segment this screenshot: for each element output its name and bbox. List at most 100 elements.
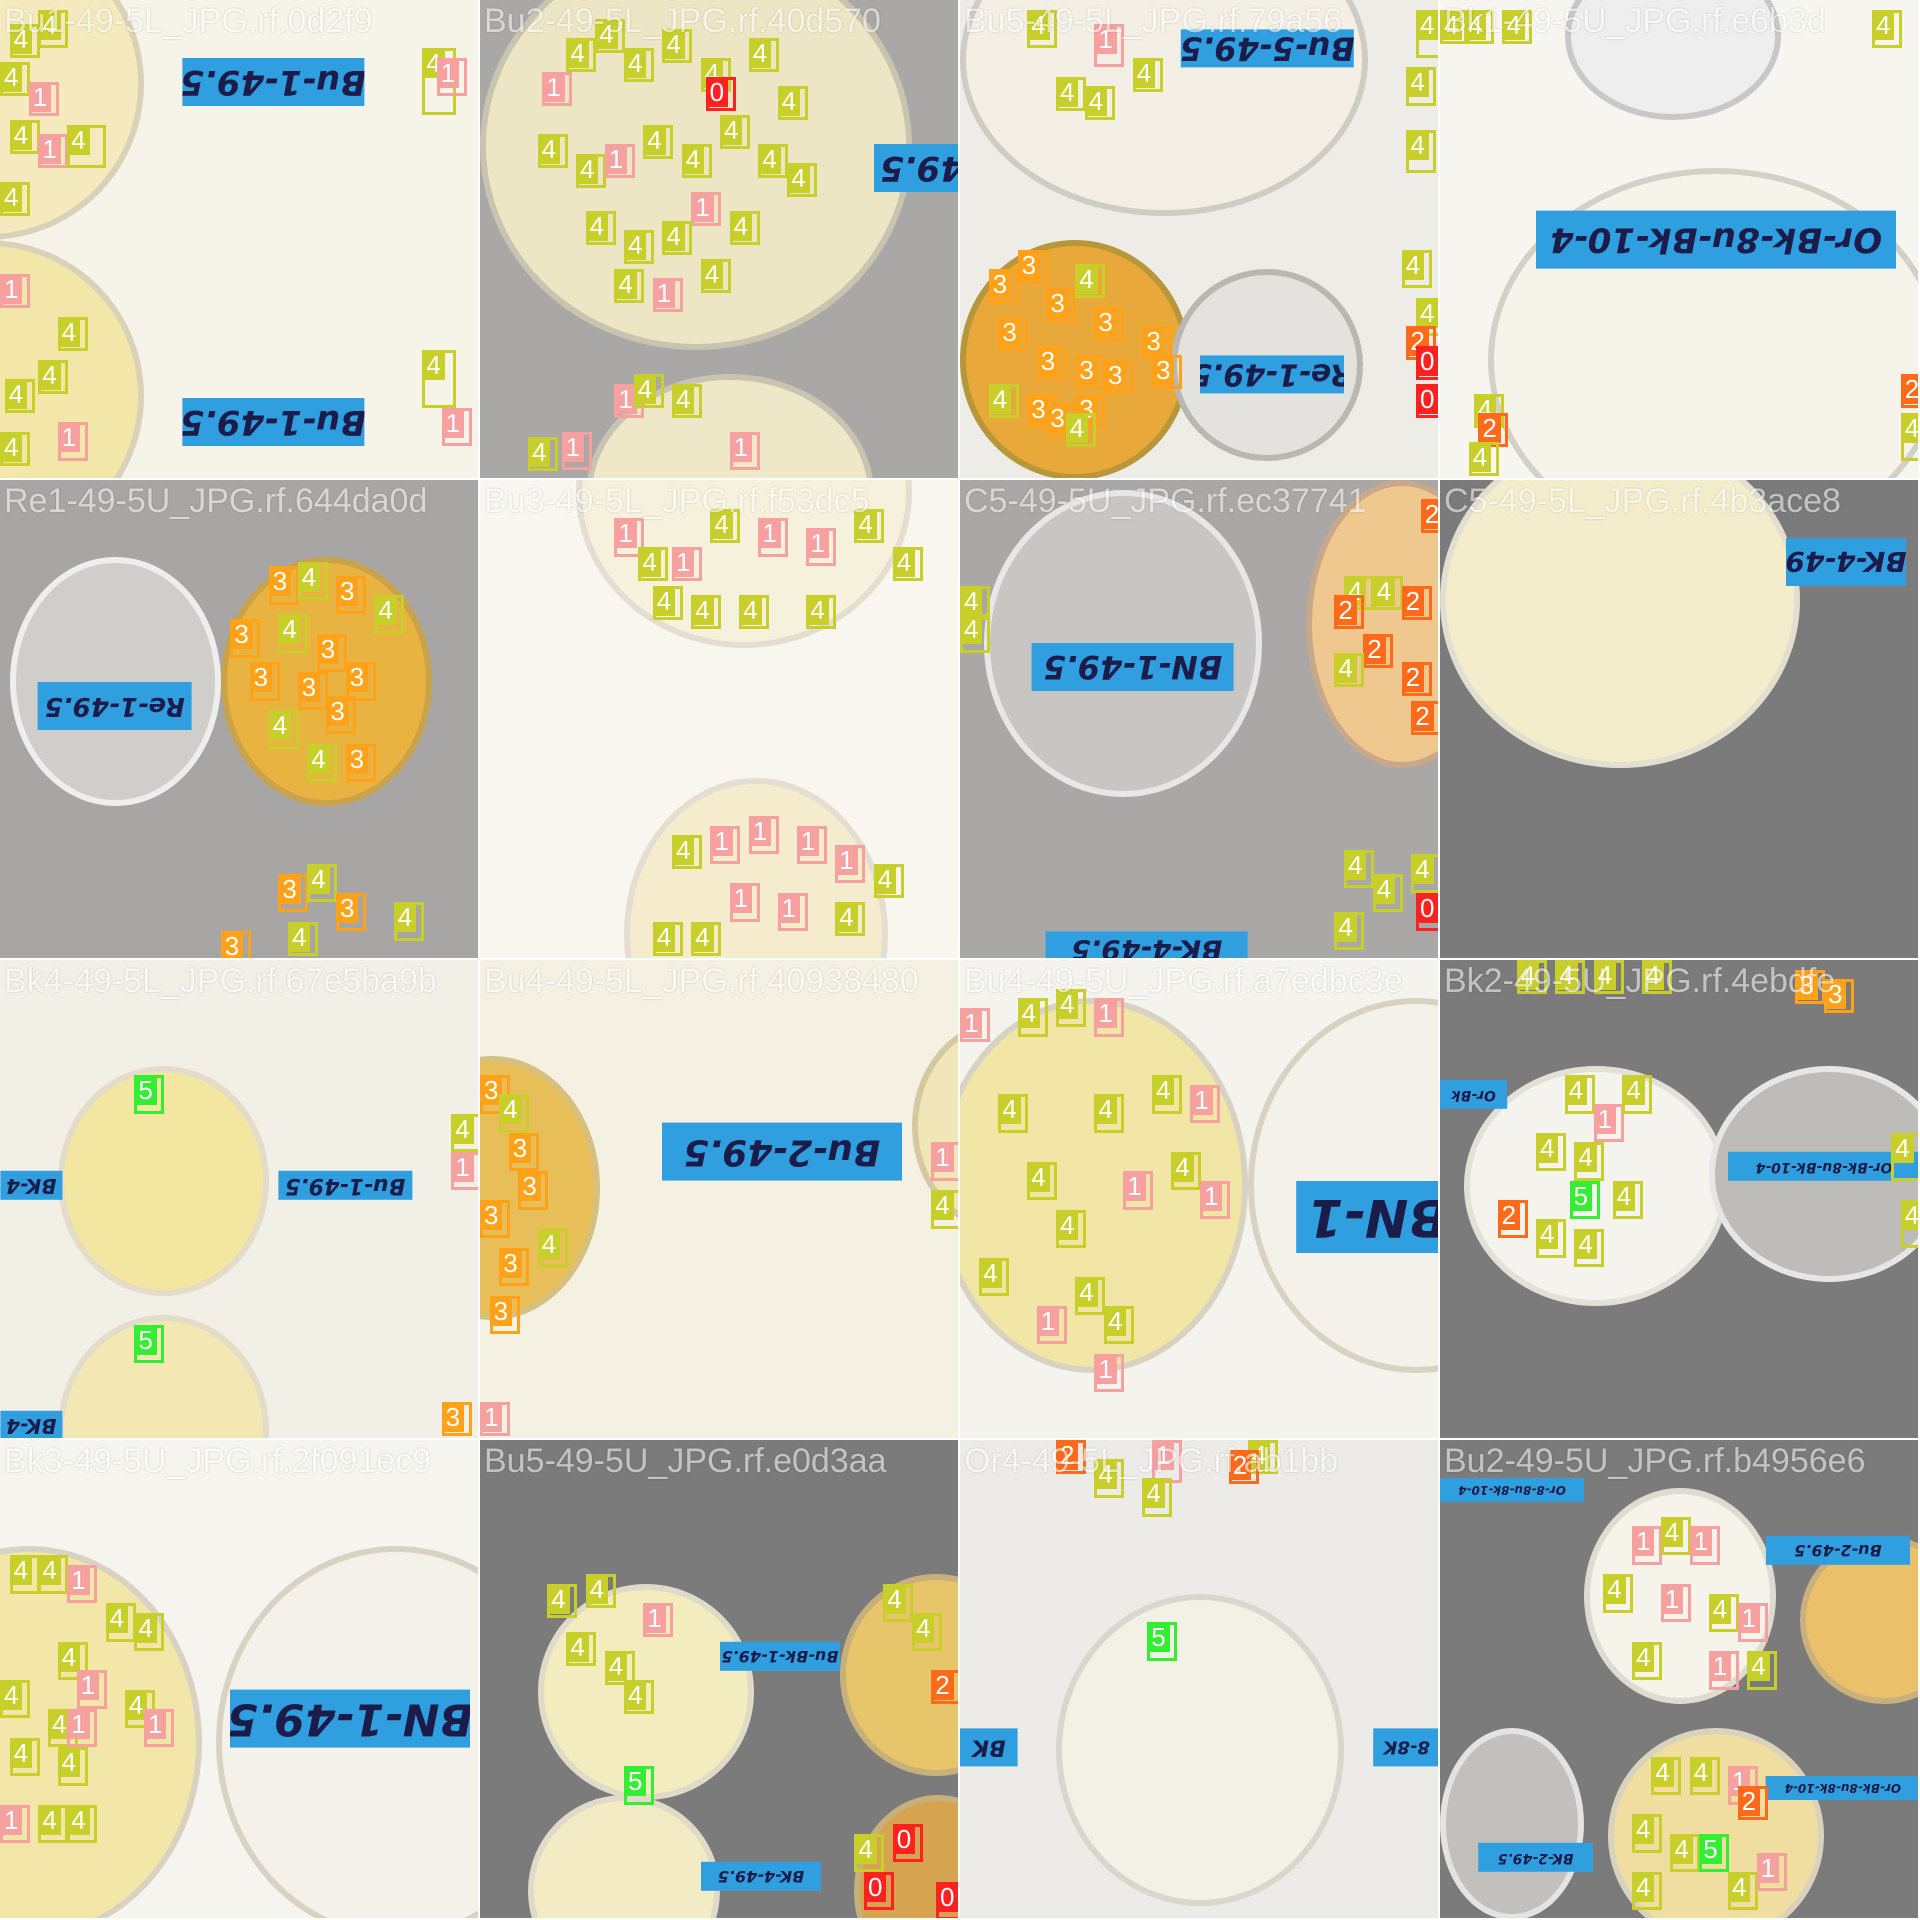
detection-class-label: 4	[67, 124, 90, 155]
detection-box: 4	[998, 1094, 1029, 1133]
detection-class-label: 5	[624, 1766, 647, 1797]
detection-class-label: 4	[643, 124, 666, 155]
detection-class-label: 4	[1372, 873, 1396, 904]
detection-box: 4	[1027, 1161, 1058, 1200]
detection-class-label: 4	[566, 1632, 589, 1662]
detection-class-label: 4	[998, 1094, 1021, 1125]
detection-box: 4	[854, 1833, 885, 1872]
detection-class-label: 3	[220, 931, 244, 958]
detection-class-label: 1	[1200, 1180, 1223, 1211]
detection-class-label: 1	[1094, 1353, 1117, 1384]
detection-box: 2	[1420, 499, 1438, 534]
detection-class-label: 3	[1046, 403, 1069, 434]
detection-box: 1	[1660, 1584, 1691, 1623]
detection-class-label: 1	[1756, 1852, 1780, 1883]
detection-class-label: 0	[1416, 345, 1438, 376]
detection-class-label: 3	[441, 1401, 465, 1432]
detection-box: 4	[0, 62, 30, 97]
detection-box: 4	[1468, 441, 1499, 476]
detection-box: 2	[1737, 1785, 1768, 1820]
detection-box: 4	[1891, 1132, 1918, 1181]
detection-class-label: 1	[561, 432, 585, 462]
detection-box: 4	[422, 350, 456, 408]
detection-box: 1	[542, 72, 573, 106]
detection-class-label: 2	[1401, 585, 1425, 616]
mosaic-tile: BK 8-8K 2 1 4 4 2 4 5 Or4-49-5L_JPG.rf.ab1bb	[960, 1440, 1440, 1920]
detection-class-label: 4	[1248, 1440, 1271, 1470]
detection-box: 1	[67, 1564, 98, 1604]
detection-box: 5	[1147, 1622, 1178, 1661]
detection-box: 4	[614, 268, 645, 303]
detection-box: 3	[489, 1296, 520, 1335]
detection-box: 4	[691, 921, 722, 956]
detection-box: 5	[1699, 1833, 1730, 1872]
detection-class-label: 4	[1056, 988, 1079, 1019]
detection-box: 3	[988, 268, 1019, 303]
detection-box: 4	[652, 585, 683, 620]
detection-class-label: 1	[1593, 1104, 1617, 1134]
detection-box: 3	[230, 619, 261, 658]
detection-box: 0	[892, 1824, 923, 1863]
detection-box: 4	[1334, 912, 1365, 951]
detection-class-label: 4	[124, 1689, 148, 1720]
detection-box: 4	[710, 508, 741, 543]
detection-box: 1	[748, 816, 779, 855]
sample-tape-label: Re-1-49.5	[1200, 355, 1344, 394]
sample-tape-label: Or-Bk	[1440, 1080, 1508, 1109]
detection-box: 1	[614, 384, 645, 418]
detection-box: 4	[57, 316, 88, 351]
detection-box: 1	[1200, 1180, 1230, 1220]
detection-box: 4	[528, 436, 558, 471]
detection-class-label: 4	[57, 1641, 81, 1672]
detection-class-label: 4	[1660, 1516, 1684, 1547]
detection-box: 1	[614, 518, 645, 557]
detection-box: 1	[451, 1152, 478, 1191]
sample-tape-label: Bu-Bk-1-49.5	[720, 1641, 840, 1671]
detection-box: 2	[1478, 412, 1509, 447]
detection-class-label: 1	[1094, 998, 1117, 1029]
detection-box: 2	[1401, 662, 1432, 697]
mosaic-tile: BN-1 4 4 1 4 4 4 1 4 1 4 1 4 4 1 4 1 4 1 Bu4-49-5U_JPG.rf.a…	[960, 960, 1440, 1440]
detection-class-label: 1	[758, 518, 781, 549]
detection-box: 1	[480, 1401, 510, 1436]
detection-class-label: 4	[1564, 1075, 1588, 1106]
detection-box: 3	[480, 1200, 510, 1239]
detection-box: 4	[1660, 1516, 1691, 1556]
detection-class-label: 1	[441, 408, 465, 438]
detection-class-label: 4	[700, 259, 724, 290]
detection-box: 4	[1152, 1075, 1182, 1114]
detection-class-label: 2	[1411, 700, 1434, 731]
detection-class-label: 0	[936, 1881, 958, 1912]
detection-box: 4	[297, 561, 328, 600]
sample-tape-label: Bu-2-49.5	[662, 1123, 903, 1181]
detection-box: 4	[1248, 1440, 1278, 1474]
detection-box: 2	[1228, 1449, 1259, 1484]
detection-box: 4	[0, 182, 30, 217]
detection-box: 1	[777, 892, 808, 932]
detection-box: 1	[1593, 1104, 1624, 1143]
detection-class-label: 4	[307, 864, 330, 894]
detection-box: 4	[777, 86, 808, 121]
detection-box: 4	[537, 134, 568, 169]
detection-class-label: 4	[1017, 998, 1041, 1029]
detection-box: 4	[672, 384, 702, 418]
detection-box: 3	[336, 892, 366, 932]
detection-box: 4	[1502, 9, 1533, 44]
detection-class-label: 4	[912, 1612, 935, 1643]
detection-box: 3	[508, 1132, 539, 1172]
detection-class-label: 1	[1737, 1603, 1761, 1634]
detection-class-label: 1	[777, 892, 801, 923]
detection-class-label: 3	[499, 1248, 522, 1278]
detection-class-label: 3	[1795, 969, 1818, 1000]
detection-box: 4	[1372, 576, 1403, 610]
detection-box: 3	[1017, 249, 1048, 284]
detection-class-label: 2	[1056, 1440, 1079, 1470]
detection-class-label: 4	[1900, 412, 1918, 443]
detection-class-label: 2	[1420, 499, 1438, 530]
detection-box: 1	[1152, 1440, 1182, 1484]
detection-class-label: 4	[662, 28, 685, 59]
detection-class-label: 4	[1536, 1219, 1559, 1250]
detection-box: 4	[1171, 1152, 1202, 1191]
detection-box: 4	[633, 374, 664, 409]
detection-box: 2	[1900, 374, 1918, 409]
